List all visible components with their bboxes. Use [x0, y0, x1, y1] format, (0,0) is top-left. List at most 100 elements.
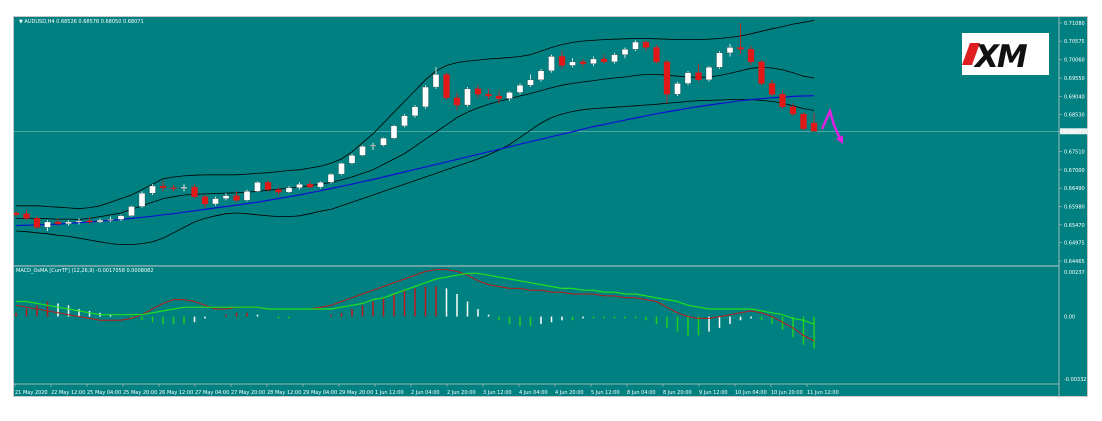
- bid-price-box: [1060, 128, 1088, 135]
- time-axis-label: 9 Jun 12:00: [699, 390, 728, 396]
- candle-body: [128, 206, 135, 216]
- candle-body: [401, 115, 408, 127]
- candle-body: [86, 220, 93, 223]
- candle-body: [275, 189, 282, 193]
- candle-body: [464, 88, 471, 106]
- candle-body: [674, 83, 681, 95]
- candle-body: [810, 122, 818, 132]
- candle-body: [348, 155, 356, 164]
- candle-body: [14, 212, 20, 215]
- candle-body: [390, 125, 398, 139]
- price-axis-label: 0.64975: [1064, 241, 1085, 247]
- xm-logo: XM: [961, 33, 1049, 75]
- candle-body: [432, 74, 440, 88]
- time-axis-label: 29 May 04:00: [303, 390, 337, 396]
- candle-body: [296, 184, 303, 188]
- time-axis-label: 27 May 20:00: [231, 390, 265, 396]
- candle-body: [380, 137, 387, 146]
- price-axis-label: 0.65470: [1064, 223, 1085, 229]
- price-axis-label: 0.68530: [1064, 113, 1085, 119]
- main-chart-title: ▼ AUDUSD,H4 0.68526 0.68578 0.68050 0.68…: [19, 19, 144, 25]
- candle-body: [726, 47, 734, 54]
- candle-body: [537, 70, 545, 80]
- candle-body: [506, 92, 513, 99]
- bollinger-upper-line: [16, 20, 815, 210]
- candle-body: [684, 72, 692, 84]
- chart-window[interactable]: 0.71080 0.70575 0.70060 0.69550 0.69040 0.685…: [13, 16, 1089, 398]
- time-axis-label: 11 Jun 12:00: [807, 390, 839, 396]
- price-axis-label: 0.69550: [1064, 76, 1085, 82]
- candle-body: [233, 195, 240, 201]
- price-chart[interactable]: 0.71080 0.70575 0.70060 0.69550 0.69040 0.685…: [14, 17, 1089, 398]
- candle-body: [107, 219, 114, 221]
- time-axis-label: 10 Jun 20:00: [771, 390, 803, 396]
- candle-body: [243, 191, 251, 201]
- price-axis-label: 0.67000: [1064, 168, 1085, 174]
- indicator-title: MACD_OsMA [CurrTF] (12,26,9) -0.0017058 …: [16, 268, 154, 274]
- bollinger-lower-line: [15, 99, 815, 246]
- candle-body: [170, 187, 177, 189]
- time-axis-label: 10 Jun 04:00: [735, 390, 767, 396]
- candle-body: [716, 52, 723, 68]
- candle-body: [737, 47, 744, 50]
- time-axis-label: 2 Jun 04:00: [411, 390, 440, 396]
- candle-body: [642, 41, 650, 48]
- candle-body: [695, 72, 702, 80]
- price-axis-label: 0.65980: [1064, 204, 1085, 210]
- candle-body: [590, 58, 597, 64]
- candle-body: [443, 74, 450, 98]
- candle-body: [317, 182, 324, 188]
- macd-main-line: [15, 269, 815, 342]
- candle-body: [485, 94, 492, 97]
- price-axis-label: 0.70575: [1064, 39, 1085, 45]
- candle-body: [96, 220, 104, 223]
- forecast-arrow: [820, 107, 843, 142]
- candle-body: [180, 186, 188, 189]
- candle-body: [33, 218, 41, 228]
- candle-body: [327, 173, 335, 183]
- time-axis-label: 21 May 2020: [15, 390, 48, 396]
- candle-body: [75, 220, 83, 223]
- candle-body: [611, 54, 618, 63]
- candle-body: [44, 221, 51, 228]
- candle-body: [747, 49, 755, 63]
- candle-body: [569, 61, 576, 66]
- time-axis-label: 25 May 20:00: [123, 390, 157, 396]
- candle-body: [495, 95, 503, 99]
- time-axis-label: 27 May 04:00: [195, 390, 229, 396]
- candle-body: [54, 221, 62, 224]
- candle-body: [117, 215, 125, 220]
- candle-body: [516, 85, 524, 93]
- candle-body: [138, 193, 146, 207]
- candle-body: [758, 61, 765, 84]
- candle-body: [285, 187, 293, 193]
- candle-body: [474, 88, 482, 95]
- candle-body: [800, 113, 807, 129]
- time-axis-label: 22 May 12:00: [51, 390, 85, 396]
- price-axis-label: 0.70060: [1064, 58, 1085, 64]
- candle-body: [558, 56, 566, 66]
- price-axis-label: 0.64465: [1064, 259, 1085, 265]
- candle-body: [600, 58, 608, 63]
- candle-body: [149, 185, 156, 194]
- candle-body: [705, 67, 713, 80]
- candle-body: [779, 94, 786, 107]
- price-axis-label: 0.68071: [1064, 129, 1085, 135]
- time-axis-label: 8 Jun 04:00: [627, 390, 656, 396]
- candle-body: [306, 184, 314, 188]
- macd-signal-line: [16, 272, 815, 325]
- forecast-arrow-head: [836, 135, 843, 145]
- price-axis-label: 0.69040: [1064, 94, 1085, 100]
- candle-body: [201, 196, 209, 205]
- macd-axis-label: -0.00332: [1064, 377, 1086, 383]
- price-axis-label: 0.66490: [1064, 186, 1085, 192]
- candle-body: [621, 49, 629, 55]
- candle-body: [338, 163, 345, 175]
- time-axis-label: 28 May 12:00: [267, 390, 301, 396]
- candle-body: [369, 145, 377, 147]
- candle-body: [411, 106, 419, 116]
- candle-body: [527, 79, 534, 86]
- candle-body: [789, 106, 797, 115]
- candle-body: [359, 146, 366, 156]
- candle-body: [548, 56, 555, 72]
